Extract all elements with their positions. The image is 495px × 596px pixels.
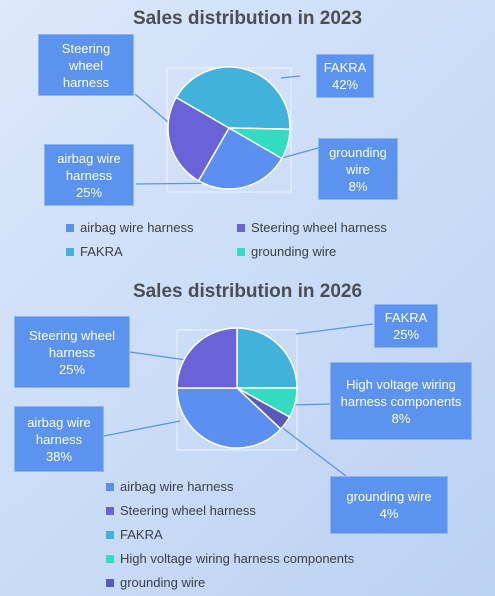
callout-leader-line	[295, 323, 374, 335]
callout-leader-line	[103, 420, 181, 437]
legend-swatch	[237, 247, 245, 256]
callout-leader-line	[279, 425, 347, 477]
pie-slice-airbag-wire-harness	[176, 387, 282, 449]
pie-slice-airbag-wire-harness	[197, 126, 283, 190]
legend-item-2026-steering: Steering wheel harness	[106, 503, 256, 518]
legend-swatch	[106, 578, 114, 587]
pie-slice-steering-wheel-harness	[176, 327, 238, 389]
legend-item-2023-steering: Steering wheel harness	[237, 220, 387, 235]
callout-leader-line	[280, 75, 301, 79]
chart-title-2023: Sales distribution in 2023	[132, 8, 363, 29]
callout-leader-line	[289, 403, 331, 406]
legend-swatch	[66, 223, 74, 232]
pie-slice-steering-wheel-harness	[167, 96, 231, 182]
legend-item-2026-grounding: grounding wire	[106, 575, 205, 590]
callout-2023-steering: Steering wheel harness	[38, 34, 134, 96]
legend-swatch	[106, 554, 114, 563]
legend-item-2023-grounding: grounding wire	[237, 244, 336, 259]
legend-swatch	[237, 223, 245, 232]
callout-2026-steering: Steering wheel harness 25%	[14, 316, 130, 388]
legend-item-2026-fakra: FAKRA	[106, 527, 163, 542]
callout-2026-grounding: grounding wire 4%	[330, 476, 448, 534]
callout-leader-line	[129, 351, 187, 361]
chart-title-2026: Sales distribution in 2026	[132, 281, 363, 302]
callout-2023-grounding: grounding wire 8%	[318, 138, 398, 200]
callout-leader-line	[281, 147, 319, 159]
legend-item-2023-airbag: airbag wire harness	[66, 220, 193, 235]
callout-2023-airbag: airbag wire harness 25%	[44, 144, 134, 206]
legend-swatch	[106, 482, 114, 491]
legend-swatch	[66, 247, 74, 256]
callout-2026-highvoltage: High voltage wiring harness components 8…	[330, 362, 472, 440]
legend-swatch	[106, 530, 114, 539]
callout-2023-fakra: FAKRA 42%	[316, 54, 374, 98]
callout-leader-line	[134, 93, 169, 123]
legend-item-2026-airbag: airbag wire harness	[106, 479, 233, 494]
legend-swatch	[106, 506, 114, 515]
legend-item-2023-fakra: FAKRA	[66, 244, 123, 259]
callout-2026-fakra: FAKRA 25%	[374, 304, 438, 348]
pie-slice-fakra	[236, 327, 298, 389]
callout-2026-airbag: airbag wire harness 38%	[14, 406, 104, 472]
legend-item-2026-highvoltage: High voltage wiring harness components	[106, 551, 354, 566]
